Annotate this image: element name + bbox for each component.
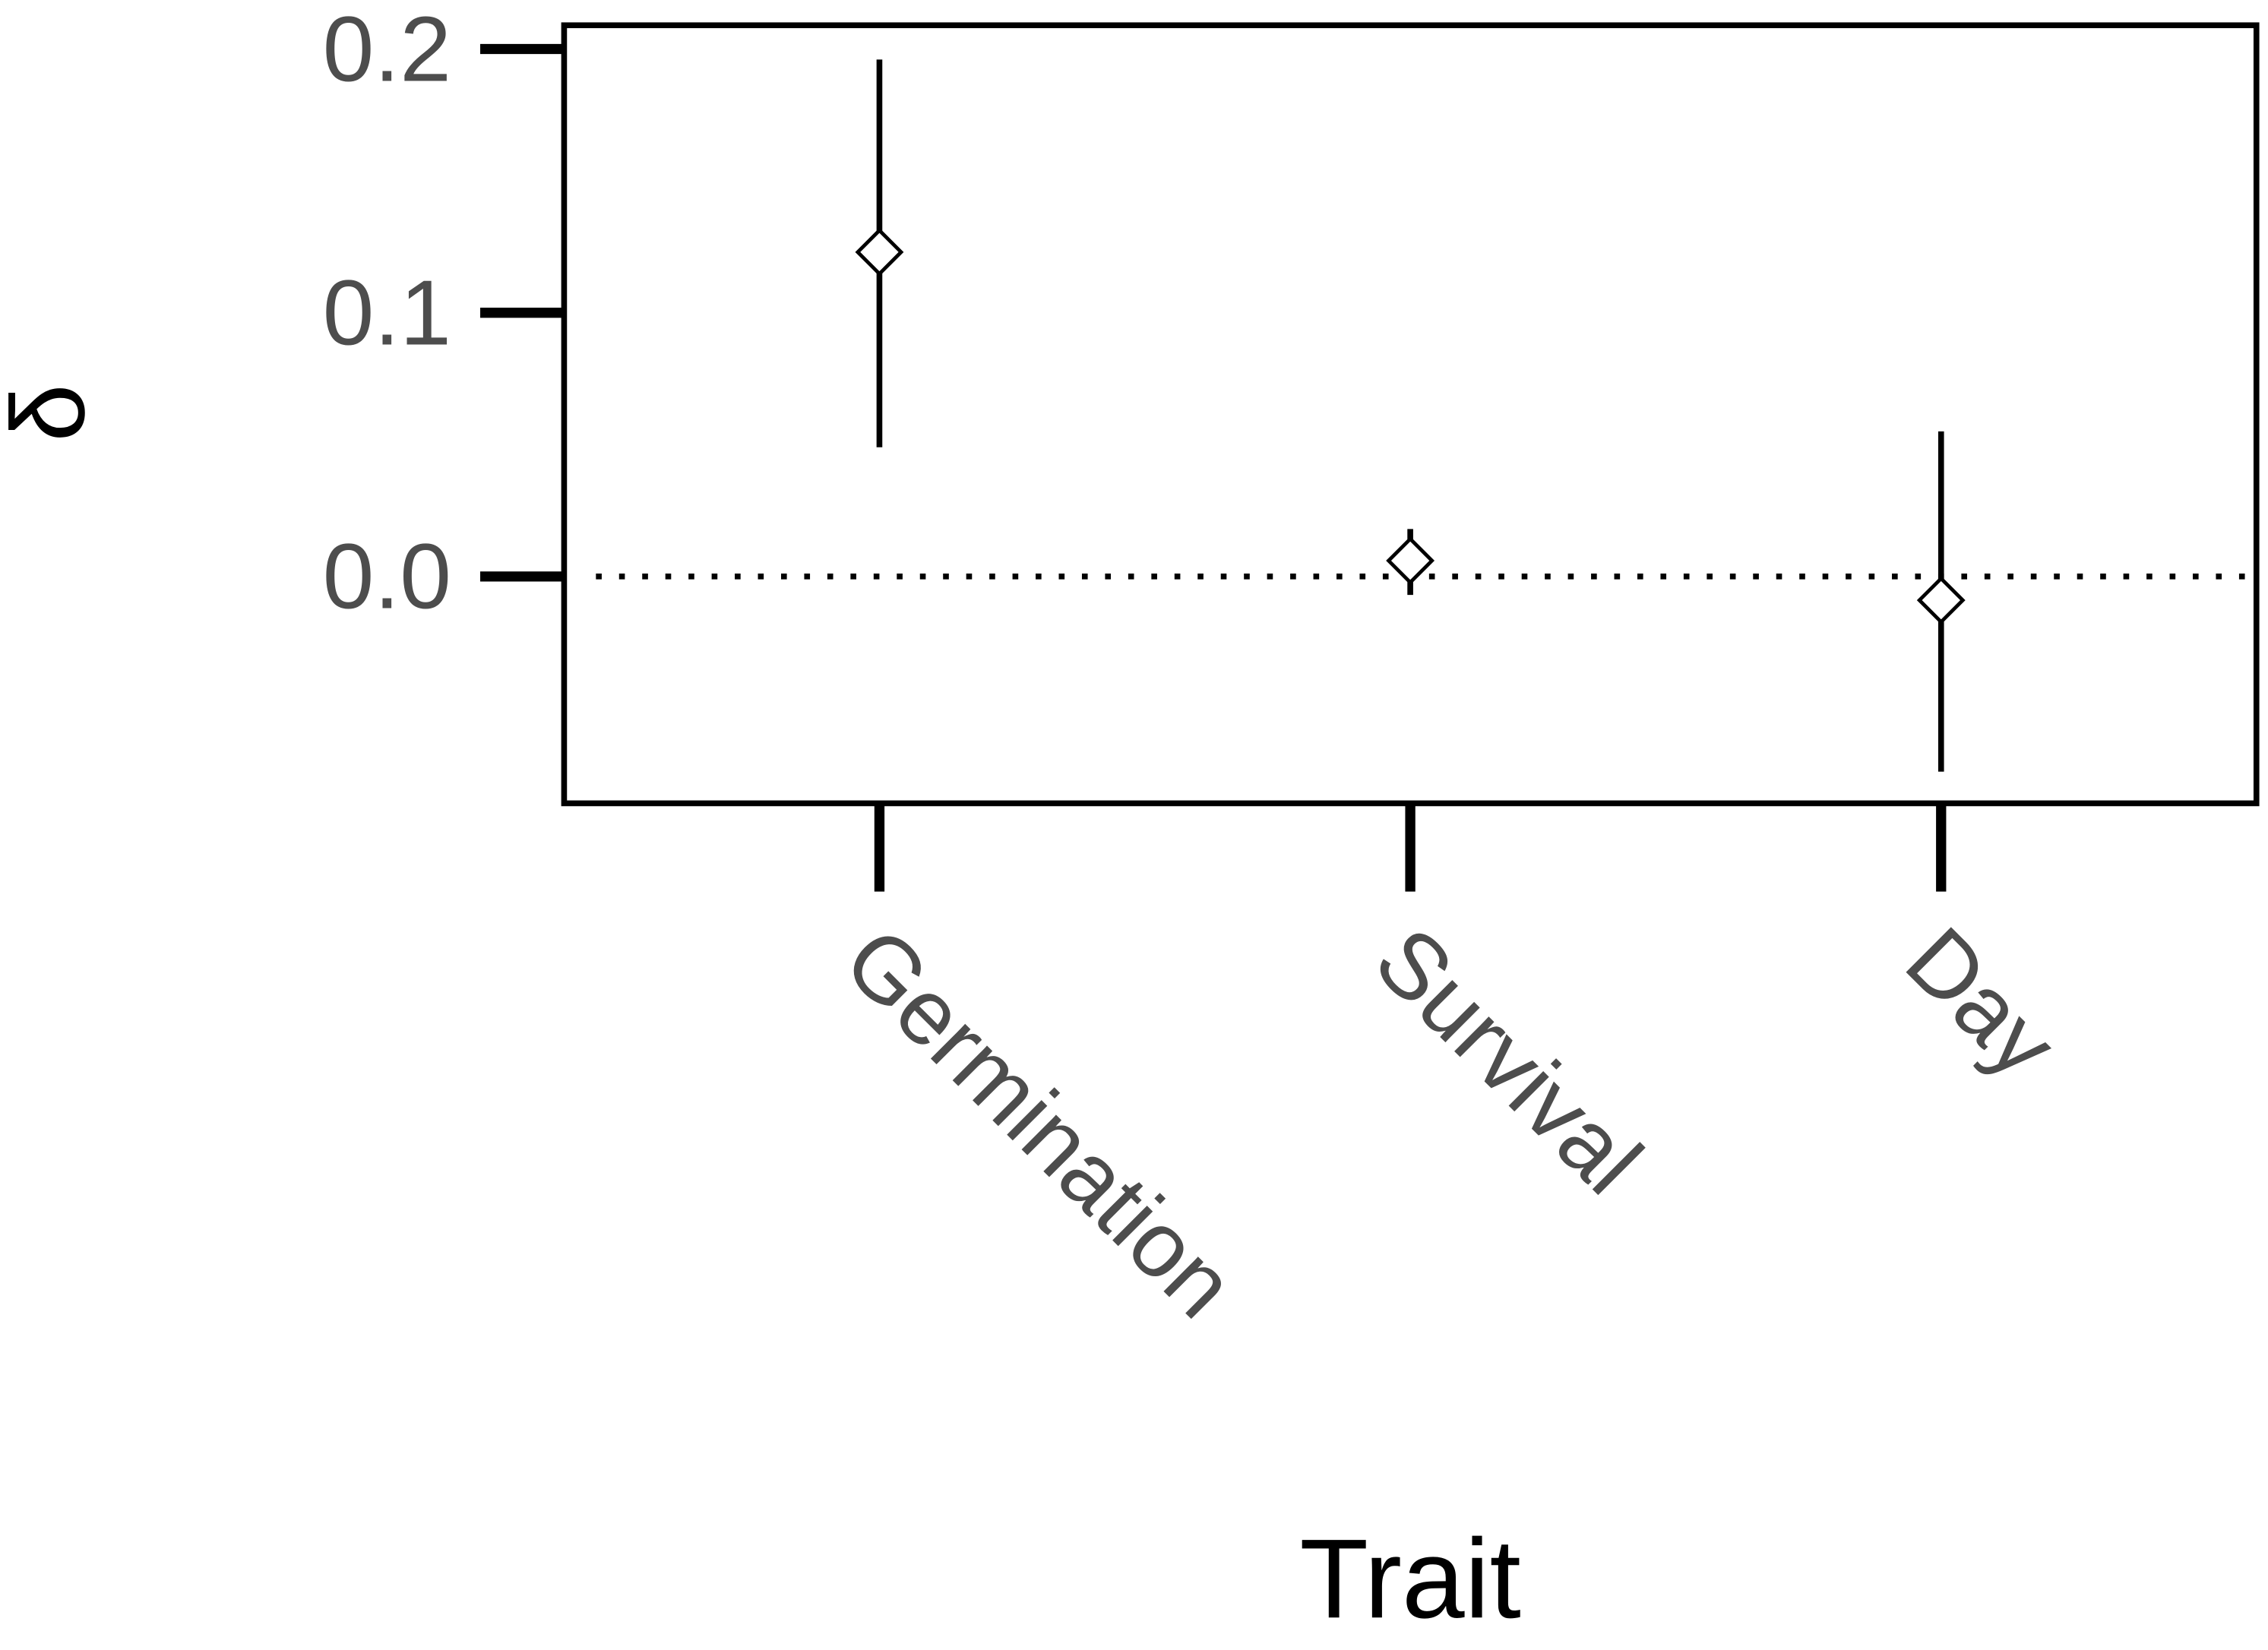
point xyxy=(1916,576,1966,625)
x-tick-label: Day xyxy=(1887,908,2076,1097)
plot-frame xyxy=(561,22,2260,807)
point xyxy=(1386,536,1435,585)
y-tick-label: 0.0 xyxy=(323,525,451,628)
x-tick-label: Survival xyxy=(1355,908,1662,1214)
x-tick-label: Germination xyxy=(825,908,1254,1337)
y-tick-label: 0.2 xyxy=(323,0,451,100)
x-axis-title: Trait xyxy=(1299,1516,1520,1642)
y-axis-title: δ xyxy=(0,384,106,441)
y-tick-label: 0.1 xyxy=(323,261,451,365)
point xyxy=(855,227,904,277)
